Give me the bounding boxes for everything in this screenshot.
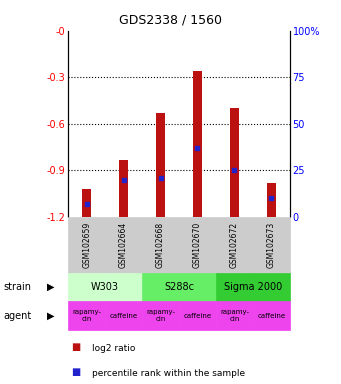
Text: GSM102670: GSM102670 bbox=[193, 222, 202, 268]
Text: GSM102672: GSM102672 bbox=[230, 222, 239, 268]
Text: GSM102673: GSM102673 bbox=[267, 222, 276, 268]
Text: caffeine: caffeine bbox=[257, 313, 285, 319]
Text: rapamy-
cin: rapamy- cin bbox=[72, 310, 101, 322]
Text: GSM102659: GSM102659 bbox=[82, 222, 91, 268]
Bar bbox=[156, 113, 165, 217]
Bar bbox=[267, 183, 276, 217]
Text: GDS2338 / 1560: GDS2338 / 1560 bbox=[119, 13, 222, 26]
Text: Sigma 2000: Sigma 2000 bbox=[224, 282, 282, 292]
Text: rapamy-
cin: rapamy- cin bbox=[220, 310, 249, 322]
Text: agent: agent bbox=[3, 311, 32, 321]
Text: strain: strain bbox=[3, 282, 31, 292]
Text: rapamy-
cin: rapamy- cin bbox=[146, 310, 175, 322]
Text: S288c: S288c bbox=[164, 282, 194, 292]
Text: W303: W303 bbox=[91, 282, 119, 292]
Text: caffeine: caffeine bbox=[109, 313, 138, 319]
Text: caffeine: caffeine bbox=[183, 313, 211, 319]
Bar bbox=[119, 159, 128, 217]
Bar bbox=[82, 189, 91, 217]
Bar bbox=[193, 71, 202, 217]
Text: percentile rank within the sample: percentile rank within the sample bbox=[92, 369, 245, 377]
Text: GSM102664: GSM102664 bbox=[119, 222, 128, 268]
Text: ■: ■ bbox=[72, 367, 81, 377]
Text: GSM102668: GSM102668 bbox=[156, 222, 165, 268]
Text: log2 ratio: log2 ratio bbox=[92, 344, 135, 353]
Text: ▶: ▶ bbox=[47, 311, 55, 321]
Bar bbox=[230, 108, 239, 217]
Text: ■: ■ bbox=[72, 342, 81, 352]
Text: ▶: ▶ bbox=[47, 282, 55, 292]
